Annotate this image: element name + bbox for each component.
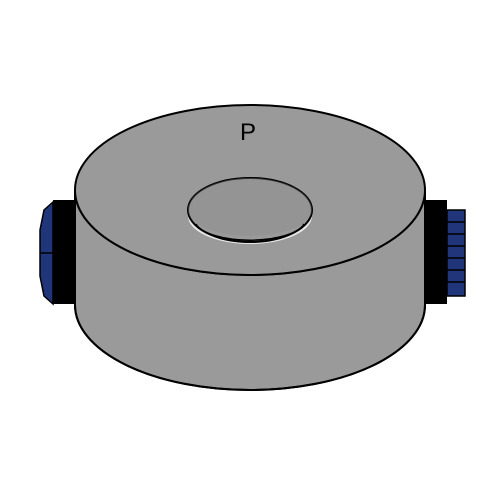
washer-label: P <box>240 119 256 146</box>
right-spacer-block <box>425 200 447 304</box>
left-spacer-block <box>53 200 75 304</box>
washer-diagram: P <box>0 0 500 500</box>
left-bolt-head <box>40 202 53 304</box>
diagram-canvas: H HARDWARE EVERYWHERE <box>0 0 500 500</box>
right-bolt-thread <box>447 210 465 296</box>
